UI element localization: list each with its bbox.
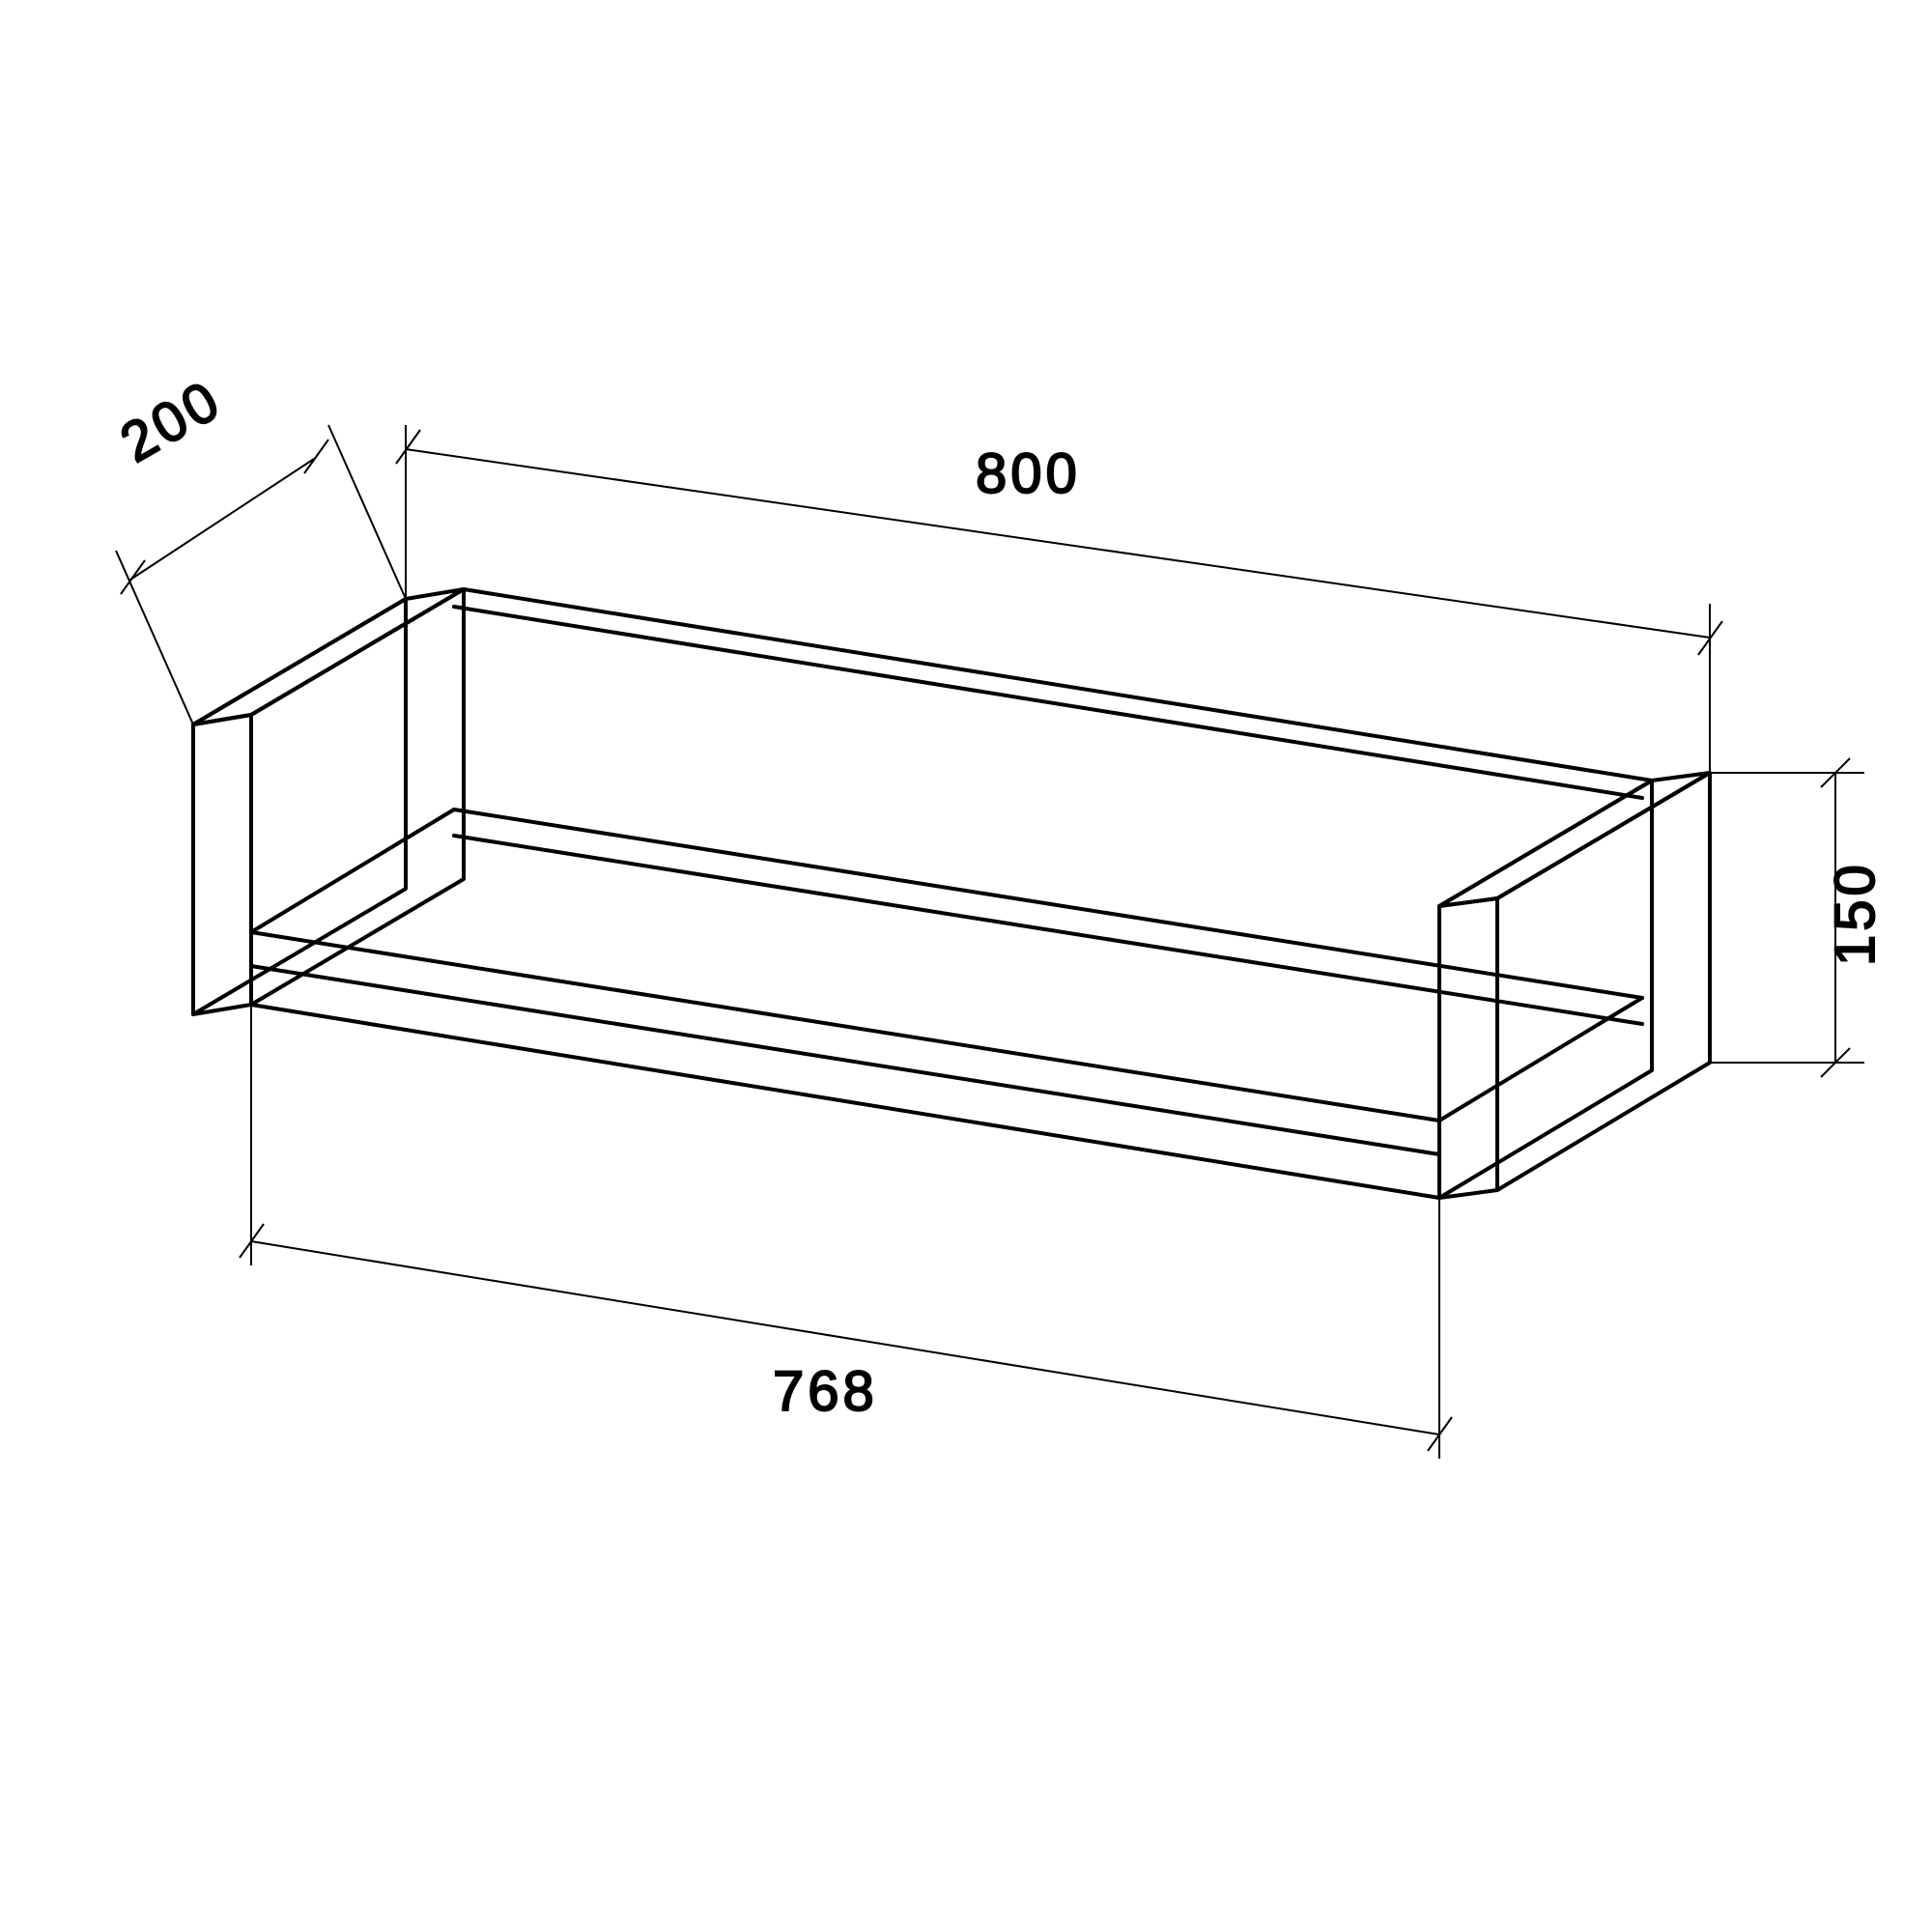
dim-height-value: 150 [1824,861,1887,966]
dimension-lines: 200 800 768 [110,368,1887,1459]
dim-width-top-value: 800 [976,442,1081,505]
technical-drawing: 200 800 768 [0,0,1932,1932]
dim-depth-value: 200 [110,368,233,475]
dim-width-bottom-value: 768 [773,1360,878,1423]
dim-height: 150 [1710,758,1887,1077]
dim-depth: 200 [110,368,406,724]
dim-width-top: 800 [396,425,1722,773]
dim-width-bottom: 768 [240,1005,1452,1459]
shelf-object [193,589,1710,1198]
